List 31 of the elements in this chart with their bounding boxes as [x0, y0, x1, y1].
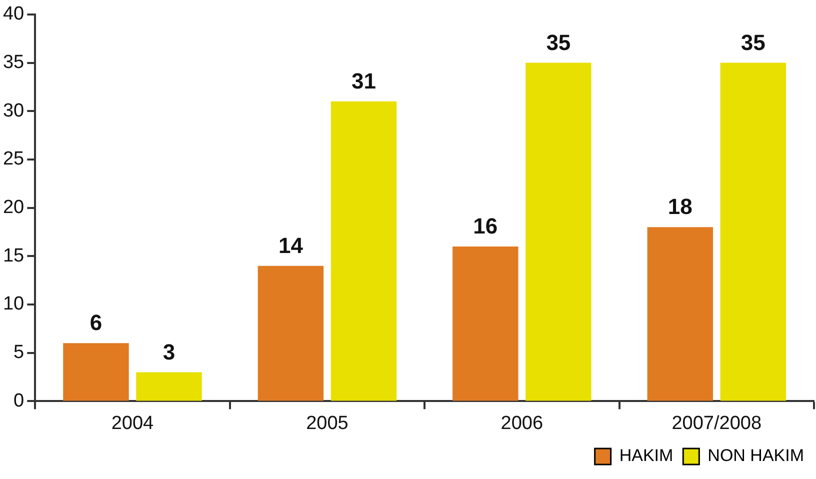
bar: [63, 343, 129, 401]
y-tick-label: 25: [2, 148, 24, 170]
x-tick-label: 2004: [111, 412, 154, 434]
y-tick-label: 10: [2, 294, 24, 315]
y-tick-label: 40: [2, 4, 24, 25]
x-tick-label: 2005: [306, 412, 348, 434]
data-label: 14: [278, 232, 304, 258]
bar: [526, 62, 592, 401]
data-label: 3: [162, 339, 176, 364]
bar: [452, 246, 518, 401]
y-tick-label: 35: [2, 52, 24, 73]
y-tick-label: 5: [14, 342, 24, 364]
legend-label: NON HAKIM: [708, 446, 804, 466]
x-tick-label: 2007/2008: [672, 412, 762, 434]
x-tick-label: 2006: [500, 412, 544, 434]
data-label: 35: [740, 30, 766, 55]
data-label: 31: [351, 68, 376, 94]
bar: [136, 372, 202, 401]
y-tick-label: 0: [14, 390, 24, 412]
data-label: 16: [473, 214, 498, 239]
bar: [330, 101, 397, 401]
bar: [647, 227, 713, 401]
bar: [720, 62, 786, 401]
data-label: 6: [90, 310, 102, 336]
y-tick-label: 15: [2, 245, 24, 266]
y-tick-label: 20: [2, 197, 24, 218]
bar: [258, 266, 324, 401]
legend-label: HAKIM: [619, 446, 674, 466]
y-tick-label: 30: [2, 100, 24, 122]
data-label: 35: [546, 30, 571, 55]
data-label: 18: [668, 194, 692, 220]
